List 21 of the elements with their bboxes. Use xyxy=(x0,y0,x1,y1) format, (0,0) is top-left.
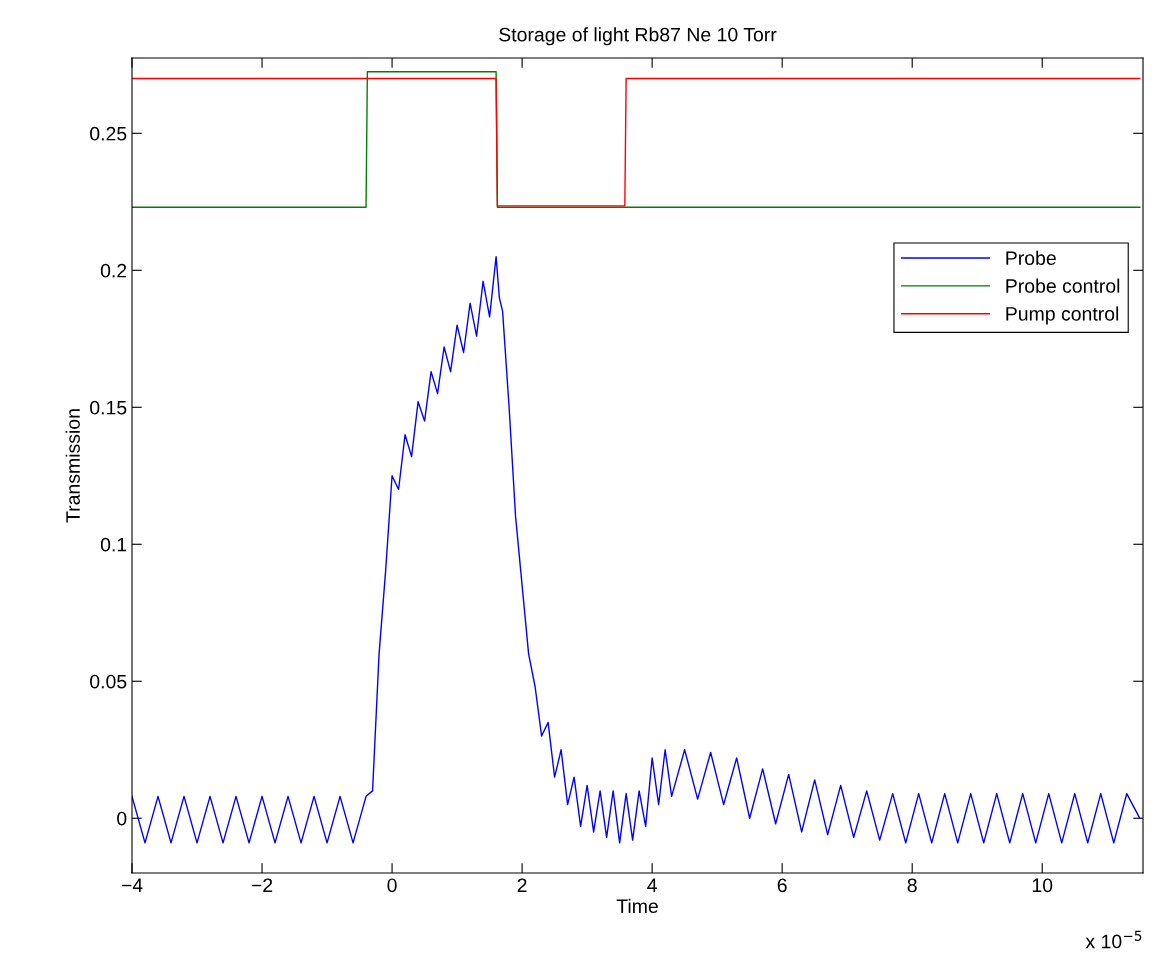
text: x 10$^{−5}$ xyxy=(1085,930,1142,949)
y-tick-label: 0.1 xyxy=(100,537,127,552)
y-tick-label: 0 xyxy=(117,811,127,826)
y-tick-label: 0.05 xyxy=(90,674,127,689)
x-tick-label: 10 xyxy=(1032,878,1053,893)
y-axis-title: Transmission xyxy=(65,409,80,523)
legend-label: Probe control xyxy=(1006,278,1120,293)
x-tick-label: −2 xyxy=(251,878,273,892)
x-tick-label: 0 xyxy=(387,878,397,893)
legend-label: Probe xyxy=(1006,250,1056,265)
chart-title: Storage of light Rb87 Ne 10 Torr xyxy=(499,27,777,46)
x-tick-label: 4 xyxy=(647,878,657,892)
x-axis-title: Time xyxy=(616,898,658,914)
x-tick-label: 6 xyxy=(777,878,787,893)
x-tick-label: 2 xyxy=(517,878,527,892)
y-tick-label: 0.25 xyxy=(90,126,127,141)
y-tick-label: 0.2 xyxy=(100,263,127,278)
y-tick-label: 0.15 xyxy=(90,400,127,415)
x-tick-label: 8 xyxy=(907,878,917,893)
legend-label: Pump control xyxy=(1006,306,1119,325)
x-tick-label: −4 xyxy=(121,878,143,892)
